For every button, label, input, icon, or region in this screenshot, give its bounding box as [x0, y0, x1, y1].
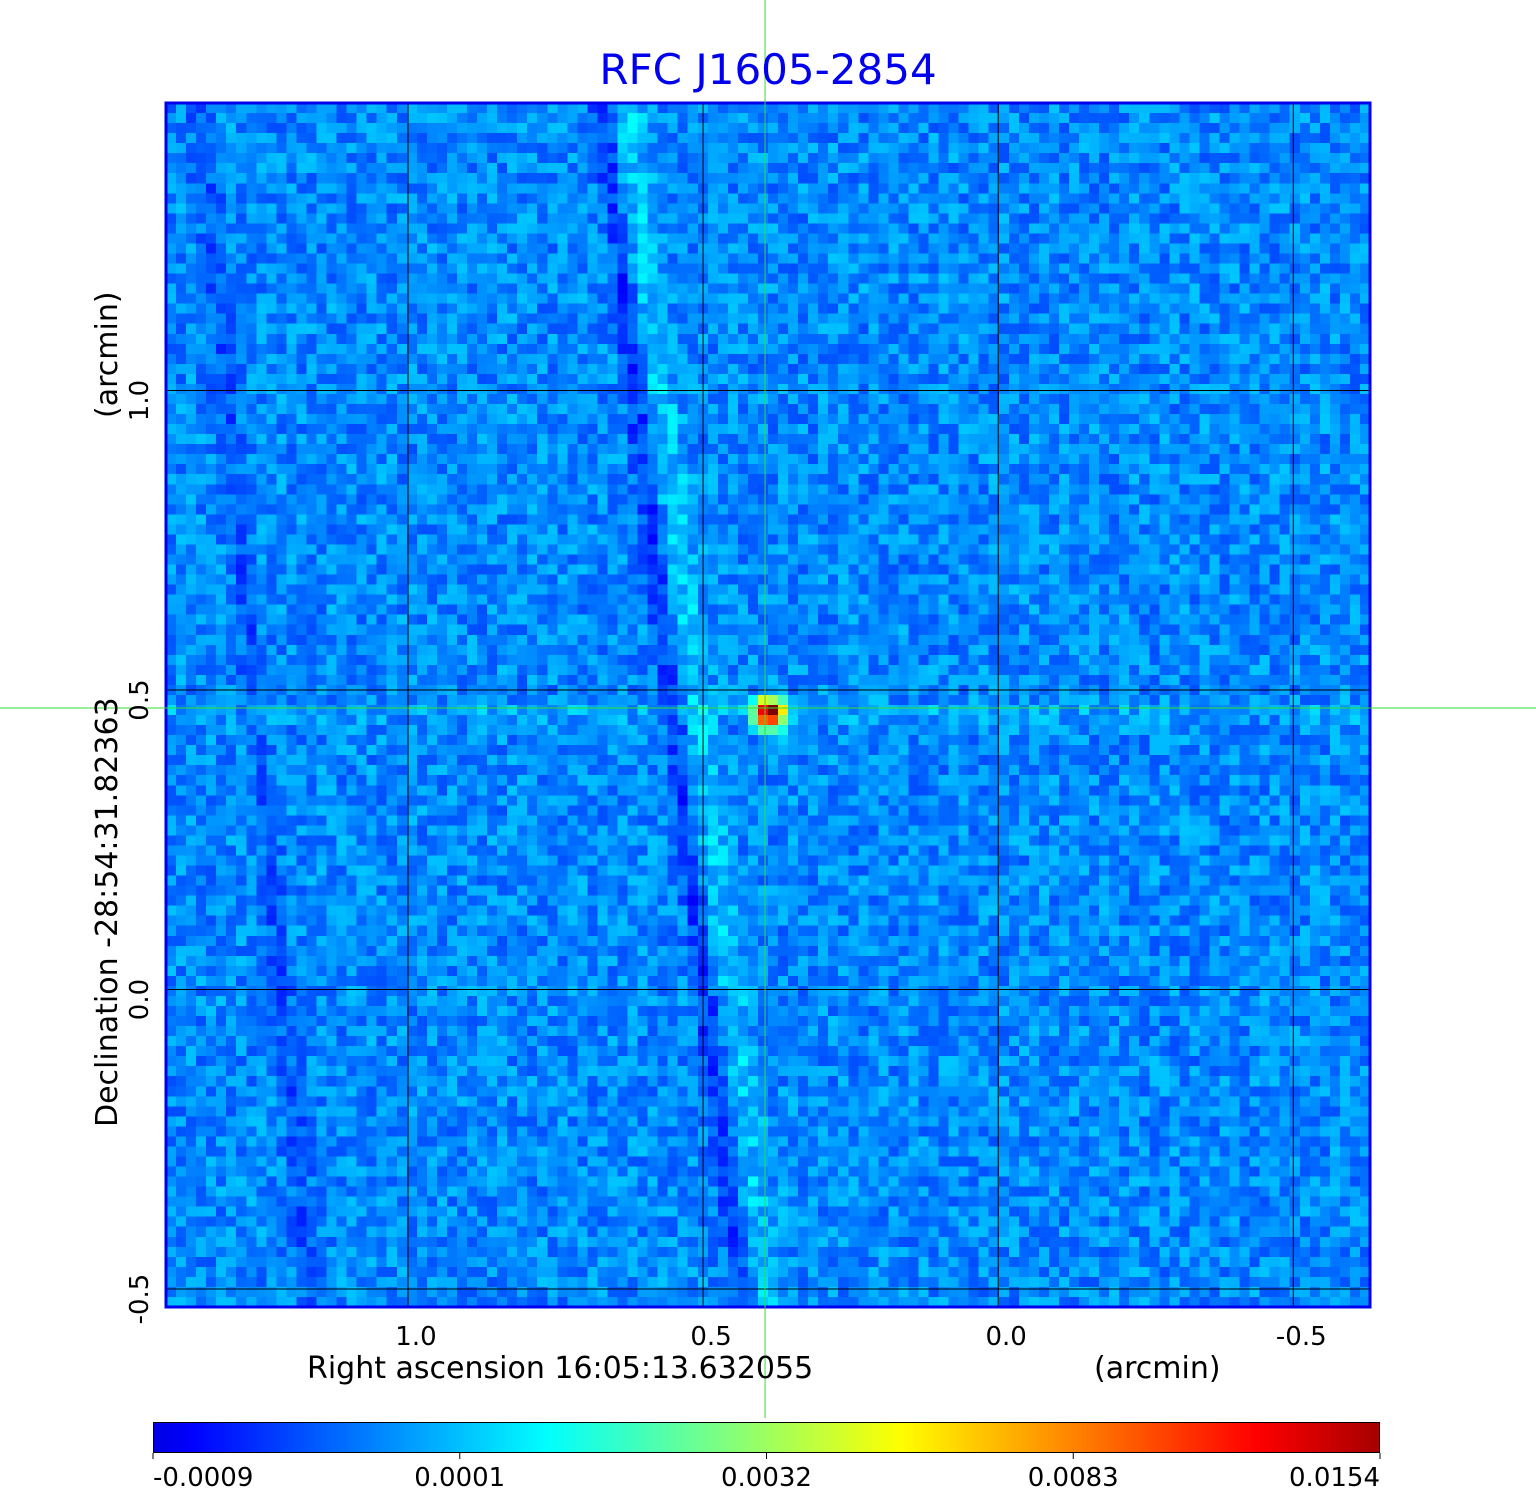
- sky-image-heatmap: [166, 103, 1370, 1307]
- x-tick-label: 1.0: [395, 1322, 436, 1352]
- colorbar-tick-label: 0.0001: [414, 1463, 505, 1493]
- colorbar-tick-label: -0.0009: [153, 1463, 253, 1493]
- x-axis-label: Right ascension 16:05:13.632055: [307, 1351, 813, 1386]
- colorbar-tick-label: 0.0032: [721, 1463, 812, 1493]
- x-axis-unit: (arcmin): [1094, 1351, 1221, 1386]
- plot-frame: [164, 101, 1372, 1309]
- y-tick-label: 0.0: [125, 979, 155, 1020]
- x-tick-label: 0.5: [690, 1322, 731, 1352]
- y-tick-label: -0.5: [125, 1274, 155, 1325]
- y-axis-label: Declination -28:54:31.82363: [90, 697, 125, 1127]
- colorbar-tick-label: 0.0154: [1289, 1463, 1380, 1493]
- y-tick-label: 0.5: [125, 679, 155, 720]
- colorbar-tick-label: 0.0083: [1028, 1463, 1119, 1493]
- crosshair: [0, 0, 1536, 1418]
- x-tick-label: -0.5: [1276, 1322, 1327, 1352]
- x-tick-label: 0.0: [985, 1322, 1026, 1352]
- grid-lines: [166, 103, 1370, 1307]
- colorbar: [153, 1422, 1380, 1453]
- y-tick-label: 1.0: [125, 380, 155, 421]
- chart-title: RFC J1605-2854: [599, 45, 936, 94]
- y-axis-unit: (arcmin): [90, 291, 125, 418]
